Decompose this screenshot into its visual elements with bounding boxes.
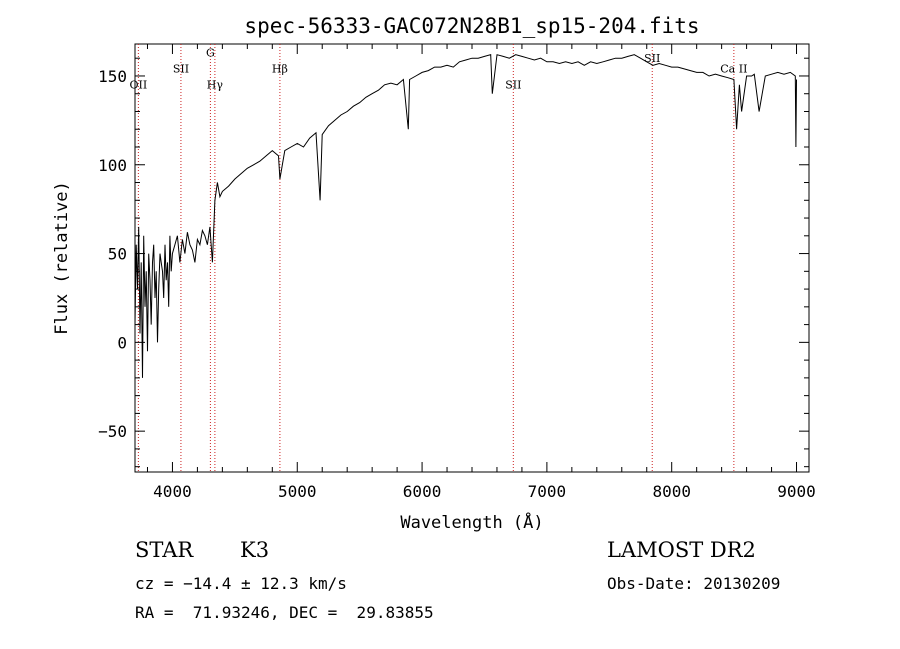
line-marker-label-4: Hβ [272,62,288,75]
line-marker-label-3: Hγ [207,78,224,91]
x-axis-label: Wavelength (Å) [400,511,543,533]
plot-frame [134,43,810,473]
line-marker-label-2: G [206,46,215,59]
axis-ticks: 4000 5000 6000 7000 8000 9000 −50 0 50 100 150 [98,44,816,501]
y-tick-label-0: −50 [98,422,127,441]
line-marker-label-5: SII [505,78,521,91]
x-tick-label-3: 7000 [528,482,567,501]
emission-line-markers: OII SII G Hγ Hβ SII SII Ca II [130,44,747,472]
y-tick-label-3: 100 [98,156,127,175]
redshift-info: cz = −14.4 ± 12.3 km/s [135,574,347,593]
spectrum-line [134,54,797,378]
x-tick-label-0: 4000 [153,482,192,501]
spectrum-chart: spec-56333-GAC072N28B1_sp15-204.fits OII… [52,14,816,533]
y-axis-label: Flux (relative) [52,181,72,335]
survey-name: LAMOST DR2 [607,538,756,562]
x-tick-label-2: 6000 [403,482,442,501]
x-tick-label-4: 8000 [652,482,691,501]
object-subclass: K3 [240,538,270,562]
line-marker-label-1: SII [173,62,189,75]
object-class: STAR [135,538,194,562]
y-tick-label-4: 150 [98,67,127,86]
obs-date: Obs-Date: 20130209 [607,574,781,593]
y-tick-label-2: 50 [108,245,127,264]
chart-title: spec-56333-GAC072N28B1_sp15-204.fits [244,14,699,38]
coordinates: RA = 71.93246, DEC = 29.83855 [135,603,434,622]
line-marker-label-7: Ca II [720,62,747,75]
x-tick-label-1: 5000 [278,482,317,501]
line-marker-label-6: SII [644,52,660,65]
line-marker-label-0: OII [130,78,148,91]
y-tick-label-1: 0 [117,333,127,352]
x-tick-label-5: 9000 [777,482,816,501]
